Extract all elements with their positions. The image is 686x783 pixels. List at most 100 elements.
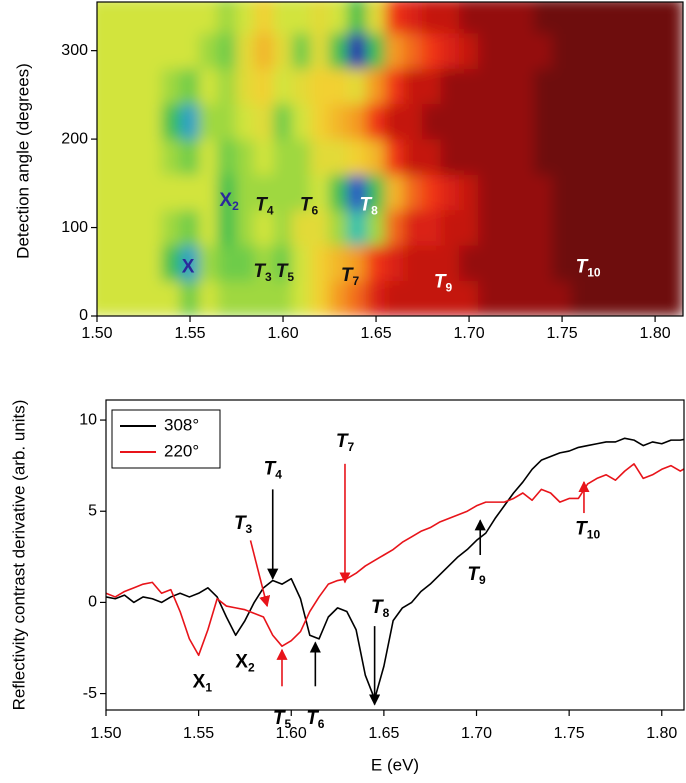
annotation-text: T [371,597,384,618]
heatmap-cell [645,138,665,175]
heatmap-cell [347,209,368,246]
heatmap-cell [273,2,293,34]
heatmap-cell [515,244,535,282]
heatmap-cell [291,103,312,140]
heatmap-cell [97,244,107,282]
heatmap-cell [459,103,479,140]
heatmap-cell [180,103,200,140]
heatmap-cell [180,67,200,105]
heatmap-cell [291,2,312,34]
heatmap-cell [310,32,331,69]
heatmap-cell [347,32,368,69]
heatmap-cell [552,2,572,34]
x-tick-label: 1.60 [267,325,298,342]
x-tick-label: 1.80 [646,725,677,742]
heatmap-cell [589,138,610,175]
heatmap-cell [422,244,442,282]
annotation-sub: 8 [371,204,378,218]
heatmap-cell [143,244,163,282]
heatmap-cell [273,244,293,282]
heatmap-cell [347,244,368,282]
heatmap-cell [291,244,312,282]
heatmap-cell [626,138,647,175]
heatmap-cell [198,138,219,175]
legend-box [111,409,221,469]
heatmap-cell [143,2,163,34]
heatmap-cell [477,138,498,175]
heatmap-cells [97,2,683,316]
annotation-sub: 8 [383,606,390,620]
heatmap-cell [422,280,442,316]
heatmap-cell [515,138,535,175]
heatmap-cell [608,280,628,316]
annotation-sub: 2 [248,661,255,675]
heatmap-cell [366,103,386,140]
heatmap-cell [124,244,145,282]
heatmap-cell [161,32,182,69]
annotation-text: X [182,256,195,277]
heatmap-cell [180,138,200,175]
heatmap-cell [254,103,275,140]
heatmap-cell [254,2,275,34]
heatmap-cell [329,138,349,175]
heatmap-cell [124,103,145,140]
heatmap-cell [291,209,312,246]
heatmap-cell [663,280,683,316]
heatmap-cell [310,280,331,316]
heatmap-cell [143,67,163,105]
lines [106,437,684,700]
heatmap-cell [180,32,200,69]
annotation: X1 [193,672,213,695]
heatmap-cell [552,280,572,316]
heatmap-cell [570,209,591,246]
heatmap-cell [384,280,405,316]
annotation: X2 [219,190,239,213]
heatmap-cell [329,209,349,246]
heatmap-cell [608,67,628,105]
heatmap-cell [236,173,256,211]
heatmap-cell [310,103,331,140]
heatmap-cell [515,280,535,316]
heatmap-cell [105,209,126,246]
heatmap-cell [496,103,517,140]
heatmap-cell [198,244,219,282]
heatmap-cell [663,67,683,105]
heatmap-cell [217,280,238,316]
annotation-text: T [575,518,588,539]
annotation-text: X [219,190,232,211]
heatmap-cell [347,280,368,316]
heatmap-cell [161,67,182,105]
heatmap-cell [608,209,628,246]
annotation-sub: 5 [287,270,294,284]
heatmap-cell [552,173,572,211]
heatmap-cell [477,173,498,211]
heatmap-cell [515,32,535,69]
heatmap-cell [570,103,591,140]
heatmap-cell [440,103,461,140]
heatmap-cell [477,67,498,105]
heatmap-cell [477,209,498,246]
heatmap-cell [403,209,424,246]
heatmap-cell [515,209,535,246]
heatmap-cell [273,173,293,211]
heatmap-cell [589,32,610,69]
heatmap-cell [124,280,145,316]
heatmap-cell [310,173,331,211]
annotation-text: T [273,708,286,729]
annotation-sub: 10 [587,266,601,280]
annotation-sub: 5 [284,717,291,731]
heatmap-cell [180,209,200,246]
heatmap-cell [422,138,442,175]
heatmap-cell [496,280,517,316]
heatmap-cell [440,138,461,175]
heatmap-cell [477,103,498,140]
heatmap-cell [440,244,461,282]
heatmap-cell [552,32,572,69]
heatmap-cell [496,138,517,175]
heatmap-cell [329,173,349,211]
heatmap-cell [440,2,461,34]
heatmap-cell [236,209,256,246]
heatmap-cell [105,67,126,105]
annotation-text: T [341,265,354,286]
heatmap-cell [366,244,386,282]
